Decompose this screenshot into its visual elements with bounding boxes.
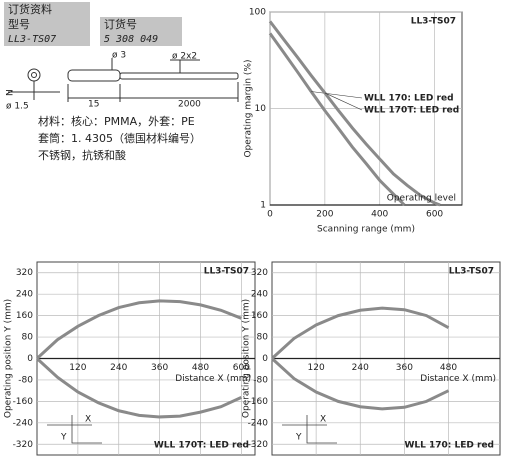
y-tick-label: -240 bbox=[248, 418, 269, 428]
data-line bbox=[35, 299, 242, 360]
data-line bbox=[268, 20, 441, 207]
legend-leader bbox=[311, 91, 363, 99]
x-tick-label: 480 bbox=[440, 363, 457, 373]
inset-label: X bbox=[85, 415, 91, 425]
dim-label: 15 bbox=[88, 100, 99, 110]
x-tick-label: 200 bbox=[316, 210, 333, 220]
inset-label: Y bbox=[60, 433, 67, 443]
y-tick-label: -80 bbox=[253, 375, 268, 385]
material-text: 不锈钢，抗锈和酸 bbox=[38, 148, 126, 162]
y-tick-label: -80 bbox=[18, 375, 33, 385]
chart-title: LL3-TS07 bbox=[411, 17, 456, 27]
x-axis-label: Distance X (mm) bbox=[175, 374, 251, 384]
y-tick-label: 80 bbox=[22, 333, 34, 343]
y-axis-label: Operating position Y (mm) bbox=[4, 299, 14, 418]
y-axis-label: Operating margin (%) bbox=[244, 59, 254, 157]
annotation: Operating level bbox=[387, 194, 456, 204]
inset-label: X bbox=[320, 415, 326, 425]
y-tick-label: 0 bbox=[262, 354, 268, 364]
x-tick-label: 600 bbox=[233, 363, 250, 373]
dim-label: ø 2x2 bbox=[172, 52, 197, 62]
y-tick-label: 10 bbox=[255, 104, 267, 114]
data-line bbox=[268, 32, 406, 207]
y-tick-label: 0 bbox=[27, 354, 33, 364]
x-axis-label: Distance X (mm) bbox=[420, 374, 496, 384]
x-tick-label: 600 bbox=[426, 210, 443, 220]
dim-label: N bbox=[6, 89, 16, 96]
x-tick-label: 360 bbox=[396, 363, 413, 373]
y-axis-label: Operating position Y (mm) bbox=[242, 299, 252, 418]
x-tick-label: 240 bbox=[352, 363, 369, 373]
data-line bbox=[35, 357, 243, 419]
data-line bbox=[270, 357, 450, 411]
chart-title: LL3-TS07 bbox=[449, 267, 494, 277]
dimension-drawing bbox=[8, 58, 239, 102]
order-header: 订货号 bbox=[104, 17, 137, 31]
y-tick-label: 1 bbox=[260, 201, 266, 211]
y-tick-label: 320 bbox=[16, 268, 33, 278]
legend-label: WLL 170T: LED red bbox=[364, 106, 459, 116]
legend-leader bbox=[324, 92, 363, 111]
inset-label: Y bbox=[295, 433, 302, 443]
y-tick-label: -320 bbox=[13, 440, 34, 450]
order-title: 订货资料 bbox=[8, 2, 52, 16]
order-box bbox=[100, 17, 182, 46]
dim-label: ø 1.5 bbox=[6, 102, 29, 112]
order-header: 型号 bbox=[8, 17, 30, 31]
y-tick-label: -320 bbox=[248, 440, 269, 450]
y-tick-label: 240 bbox=[16, 290, 33, 300]
x-tick-label: 400 bbox=[371, 210, 388, 220]
y-tick-label: -160 bbox=[13, 397, 34, 407]
inset-diagram bbox=[282, 415, 337, 444]
legend-label: WLL 170: LED red bbox=[364, 94, 454, 104]
order-value: 5 308 049 bbox=[104, 34, 158, 45]
data-line bbox=[270, 306, 450, 360]
y-tick-label: 320 bbox=[251, 268, 268, 278]
order-value: LL3-TS07 bbox=[8, 34, 56, 45]
y-tick-label: 160 bbox=[16, 311, 33, 321]
caption: WLL 170: LED red bbox=[404, 441, 494, 451]
x-tick-label: 0 bbox=[267, 210, 273, 220]
x-tick-label: 480 bbox=[192, 363, 209, 373]
dim-label: 2000 bbox=[178, 100, 201, 110]
x-tick-label: 360 bbox=[151, 363, 168, 373]
y-tick-label: 80 bbox=[257, 333, 269, 343]
x-tick-label: 240 bbox=[110, 363, 127, 373]
y-tick-label: -160 bbox=[248, 397, 269, 407]
dim-label: ø 3 bbox=[112, 51, 126, 61]
x-tick-label: 120 bbox=[69, 363, 86, 373]
caption: WLL 170T: LED red bbox=[154, 441, 249, 451]
y-tick-label: 240 bbox=[251, 290, 268, 300]
x-axis-label: Scanning range (mm) bbox=[317, 225, 415, 235]
order-box bbox=[4, 2, 90, 46]
y-tick-label: 160 bbox=[251, 311, 268, 321]
material-text: 套筒：1. 4305（德国材料编号） bbox=[38, 131, 201, 145]
inset-diagram bbox=[47, 415, 102, 444]
material-text: 材料：核心：PMMA，外套：PE bbox=[38, 114, 195, 128]
chart-title: LL3-TS07 bbox=[204, 267, 249, 277]
y-tick-label: -240 bbox=[13, 418, 34, 428]
y-tick-label: 100 bbox=[249, 8, 266, 18]
x-tick-label: 120 bbox=[308, 363, 325, 373]
